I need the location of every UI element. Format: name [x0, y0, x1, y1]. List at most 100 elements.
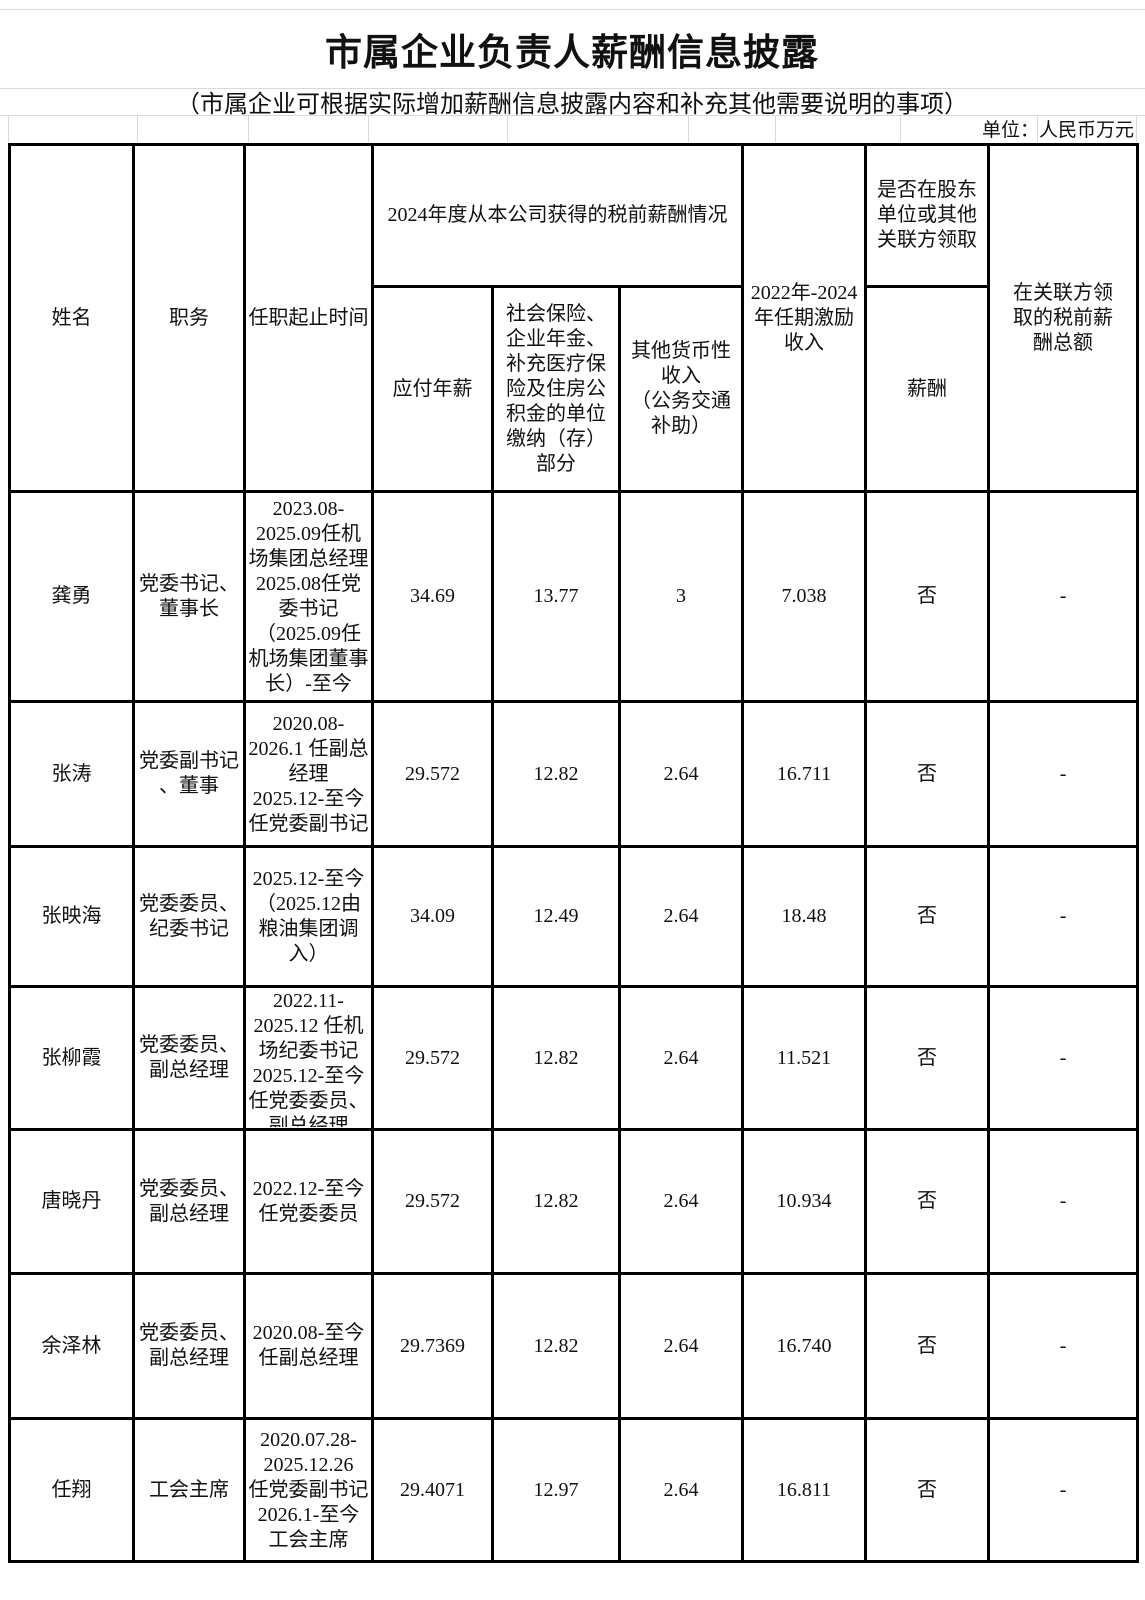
position-cell: 党委委员、副总经理 — [132, 985, 246, 1131]
incentive-cell: 11.521 — [741, 985, 868, 1131]
related-total-cell: - — [987, 845, 1140, 988]
table-row: 唐晓丹 党委委员、副总经理 2022.12-至今任党委委员 29.572 12.… — [8, 1128, 1140, 1275]
name-cell: 任翔 — [8, 1417, 135, 1563]
salary-table: 姓名 职务 任职起止时间 2024年度从本公司获得的税前薪酬情况 2022年-2… — [8, 143, 1140, 1563]
other-income-cell: 2.64 — [617, 1417, 745, 1563]
other-income-cell: 2.64 — [617, 700, 745, 848]
annual-salary-cell: 29.572 — [371, 700, 494, 848]
related-salary-cell: 否 — [864, 845, 991, 988]
header-incentive: 2022年-2024年任期激励收入 — [741, 143, 868, 493]
related-total-cell: - — [987, 1272, 1140, 1420]
header-row-1: 姓名 职务 任职起止时间 2024年度从本公司获得的税前薪酬情况 2022年-2… — [8, 143, 1140, 493]
position-cell: 党委书记、董事长 — [132, 490, 246, 703]
position-cell: 工会主席 — [132, 1417, 246, 1563]
social-insurance-cell: 12.49 — [491, 845, 621, 988]
table-row: 龚勇 党委书记、董事长 2023.08-2025.09任机场集团总经理 2025… — [8, 490, 1140, 703]
tenure-cell: 2022.11-2025.12 任机场纪委书记 2025.12-至今任党委委员、… — [248, 990, 369, 1127]
table-row: 余泽林 党委委员、副总经理 2020.08-至今任副总经理 29.7369 12… — [8, 1272, 1140, 1420]
header-2024-salary-group: 2024年度从本公司获得的税前薪酬情况 — [370, 143, 745, 288]
other-income-cell: 2.64 — [617, 985, 745, 1131]
related-total-cell: - — [987, 700, 1140, 848]
annual-salary-cell: 29.4071 — [371, 1417, 494, 1563]
gridline — [900, 116, 901, 142]
social-insurance-cell: 12.97 — [491, 1417, 621, 1563]
gridline — [0, 88, 1145, 89]
gridline — [775, 116, 776, 142]
name-cell: 唐晓丹 — [8, 1128, 135, 1275]
table-row: 张映海 党委委员、纪委书记 2025.12-至今（2025.12由粮油集团调入）… — [8, 845, 1140, 988]
header-position: 职务 — [132, 143, 246, 493]
tenure-cell: 2020.07.28-2025.12.26 任党委副书记 2026.1-至今 工… — [248, 1428, 369, 1551]
position-cell: 党委委员、纪委书记 — [132, 845, 246, 988]
social-insurance-cell: 12.82 — [491, 985, 621, 1131]
header-annual-salary: 应付年薪 — [371, 285, 494, 493]
related-salary-cell: 否 — [864, 985, 991, 1131]
social-insurance-cell: 12.82 — [491, 1272, 621, 1420]
tenure-cell: 2020.08-2026.1 任副总经理 2025.12-至今任党委副书记 — [248, 712, 369, 835]
table-row: 张柳霞 党委委员、副总经理 2022.11-2025.12 任机场纪委书记 20… — [8, 985, 1140, 1131]
gridline — [1136, 116, 1137, 142]
gridline — [507, 116, 508, 142]
social-insurance-cell: 12.82 — [491, 1128, 621, 1275]
name-cell: 张涛 — [8, 700, 135, 848]
social-insurance-cell: 13.77 — [491, 490, 621, 703]
gridline — [0, 9, 1145, 10]
social-insurance-cell: 12.82 — [491, 700, 621, 848]
header-social-insurance: 社会保险、企业年金、补充医疗保险及住房公积金的单位缴纳（存）部分 — [491, 285, 621, 493]
incentive-cell: 16.740 — [741, 1272, 868, 1420]
incentive-cell: 16.711 — [741, 700, 868, 848]
related-salary-cell: 否 — [864, 1417, 991, 1563]
name-cell: 张映海 — [8, 845, 135, 988]
gridline — [1037, 116, 1038, 142]
tenure-cell: 2022.12-至今任党委委员 — [252, 1177, 365, 1225]
incentive-cell: 7.038 — [741, 490, 868, 703]
annual-salary-cell: 34.69 — [371, 490, 494, 703]
position-cell: 党委副书记、董事 — [132, 700, 246, 848]
table-row: 任翔 工会主席 2020.07.28-2025.12.26 任党委副书记 202… — [8, 1417, 1140, 1563]
annual-salary-cell: 29.572 — [371, 985, 494, 1131]
name-cell: 张柳霞 — [8, 985, 135, 1131]
tenure-cell: 2025.12-至今（2025.12由粮油集团调入） — [252, 867, 365, 965]
header-tenure: 任职起止时间 — [243, 143, 374, 493]
gridline — [368, 116, 369, 142]
related-total-cell: - — [987, 1128, 1140, 1275]
annual-salary-cell: 34.09 — [371, 845, 494, 988]
position-cell: 党委委员、副总经理 — [132, 1272, 246, 1420]
related-total-cell: - — [987, 985, 1140, 1131]
other-income-cell: 3 — [617, 490, 745, 703]
gridline — [248, 116, 249, 142]
page-title: 市属企业负责人薪酬信息披露 — [325, 33, 819, 74]
tenure-cell: 2020.08-至今任副总经理 — [252, 1322, 365, 1369]
incentive-cell: 18.48 — [741, 845, 868, 988]
header-related-party-group: 是否在股东单位或其他关联方领取 — [864, 143, 991, 288]
header-row-2: 应付年薪 社会保险、企业年金、补充医疗保险及住房公积金的单位缴纳（存）部分 其他… — [10, 285, 1138, 493]
other-income-cell: 2.64 — [617, 1272, 745, 1420]
related-total-cell: - — [987, 1417, 1140, 1563]
related-salary-cell: 否 — [864, 490, 991, 703]
related-salary-cell: 否 — [864, 1128, 991, 1275]
related-salary-cell: 否 — [864, 1272, 991, 1420]
annual-salary-cell: 29.7369 — [371, 1272, 494, 1420]
related-salary-cell: 否 — [864, 700, 991, 848]
position-cell: 党委委员、副总经理 — [132, 1128, 246, 1275]
header-other-income: 其他货币性收入 （公务交通补助） — [617, 285, 745, 493]
gridline — [0, 115, 1145, 116]
gridline — [688, 116, 689, 142]
incentive-cell: 10.934 — [741, 1128, 868, 1275]
tenure-cell: 2023.08-2025.09任机场集团总经理 2025.08任党委书记 （20… — [248, 497, 369, 695]
other-income-cell: 2.64 — [617, 1128, 745, 1275]
table-row: 张涛 党委副书记、董事 2020.08-2026.1 任副总经理 2025.12… — [8, 700, 1140, 848]
annual-salary-cell: 29.572 — [371, 1128, 494, 1275]
header-related-total: 在关联方领取的税前薪酬总额 — [987, 143, 1140, 493]
document-subtitle: （市属企业可根据实际增加薪酬信息披露内容和补充其他需要说明的事项） — [176, 92, 968, 118]
name-cell: 余泽林 — [8, 1272, 135, 1420]
gridline — [8, 116, 9, 142]
unit-label: 单位：人民币万元 — [981, 120, 1134, 141]
other-income-cell: 2.64 — [617, 845, 745, 988]
gridline — [137, 116, 138, 142]
header-name: 姓名 — [8, 143, 135, 493]
name-cell: 龚勇 — [8, 490, 135, 703]
header-related-salary: 薪酬 — [864, 285, 991, 493]
incentive-cell: 16.811 — [741, 1417, 868, 1563]
related-total-cell: - — [987, 490, 1140, 703]
